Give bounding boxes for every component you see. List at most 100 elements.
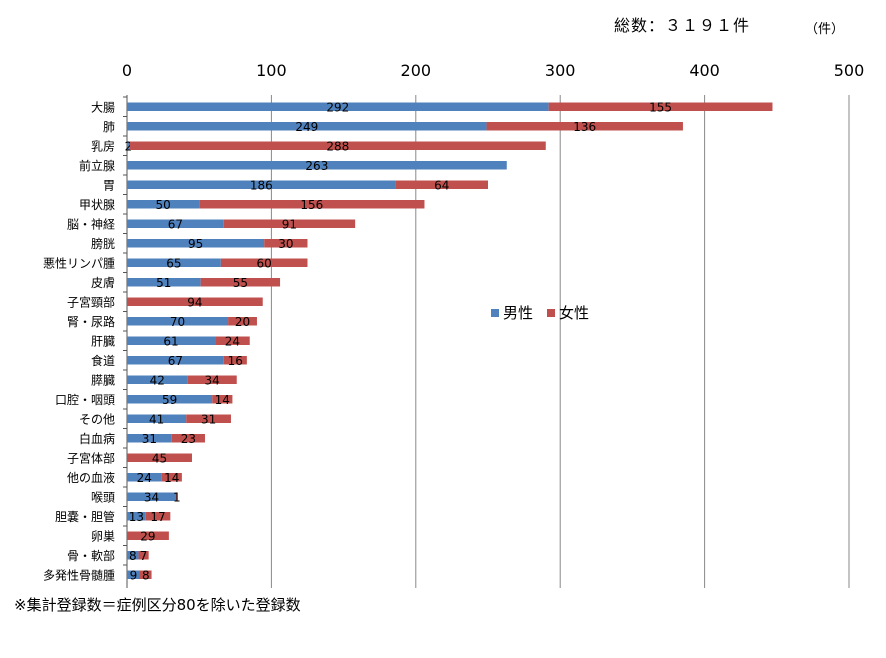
category-label: 胃 — [103, 178, 115, 192]
data-label: 8 — [142, 568, 150, 582]
category-label: 子宮頸部 — [67, 294, 115, 309]
data-label: 67 — [168, 354, 183, 368]
bar-male — [127, 180, 396, 189]
bar-female — [127, 531, 169, 540]
category-label: 食道 — [91, 353, 115, 368]
data-label: 95 — [188, 237, 203, 251]
data-label: 186 — [250, 178, 273, 192]
bar-female — [139, 570, 152, 579]
bar-female — [129, 141, 546, 150]
footnote: ※集計登録数＝症例区分80を除いた登録数 — [14, 596, 301, 614]
data-label: 20 — [235, 315, 250, 329]
unit-label: （件） — [805, 22, 845, 37]
data-label: 30 — [278, 237, 293, 251]
x-tick-label: 200 — [401, 61, 432, 80]
bar-female — [127, 297, 263, 306]
data-label: 51 — [156, 276, 171, 290]
category-label: 骨・軟部 — [67, 548, 115, 563]
category-label: 皮膚 — [91, 275, 115, 290]
bar-male — [127, 161, 507, 170]
bar-female — [264, 239, 308, 248]
bar-male — [127, 122, 487, 131]
bar-male — [127, 375, 188, 384]
x-tick-label: 0 — [122, 61, 132, 80]
bar-male — [127, 200, 200, 209]
category-label: 白血病 — [79, 431, 115, 446]
data-label: 24 — [137, 471, 152, 485]
bar-male — [127, 434, 172, 443]
bar-male — [127, 570, 140, 579]
category-label: 胆嚢・胆管 — [55, 509, 115, 524]
bar-female — [228, 317, 257, 326]
data-label: 31 — [142, 432, 157, 446]
bar-male — [127, 414, 187, 423]
bar-male — [127, 512, 146, 521]
bar-female — [199, 200, 425, 209]
bar-male — [127, 551, 139, 560]
data-label: 14 — [215, 393, 230, 407]
bar-female — [395, 180, 488, 189]
category-label: 多発性骨髄腫 — [43, 567, 115, 582]
data-label: 45 — [152, 451, 167, 465]
data-label: 2 — [125, 139, 133, 153]
category-label: 膀胱 — [91, 236, 115, 251]
bar-male — [127, 278, 201, 287]
data-label: 64 — [434, 178, 449, 192]
data-label: 8 — [129, 549, 137, 563]
legend-swatch-male — [491, 308, 499, 317]
data-label: 55 — [233, 276, 248, 290]
legend-swatch-female — [547, 308, 556, 317]
category-label: 肺 — [103, 120, 115, 134]
bar-female — [187, 375, 237, 384]
category-label: 卵巣 — [91, 529, 115, 543]
legend-label-female: 女性 — [559, 304, 590, 322]
bar-male — [127, 395, 213, 404]
data-label: 292 — [326, 100, 349, 114]
bar-female — [200, 278, 281, 287]
bar-male — [127, 473, 162, 482]
category-label: 喉頭 — [91, 490, 115, 504]
bar-female — [161, 473, 182, 482]
category-label: 前立腺 — [79, 158, 115, 173]
data-label: 34 — [205, 373, 220, 387]
bar-female — [223, 356, 247, 365]
bar-female — [186, 414, 231, 423]
x-tick-label: 100 — [256, 61, 287, 80]
bar-female — [138, 551, 149, 560]
bar-male — [127, 317, 229, 326]
bar-male — [127, 141, 130, 150]
category-label: 膵臓 — [91, 373, 115, 387]
data-label: 94 — [187, 295, 202, 309]
data-label: 24 — [225, 334, 240, 348]
x-tick-label: 400 — [689, 61, 720, 80]
data-label: 155 — [649, 100, 672, 114]
bar-female — [220, 258, 308, 267]
bar-female — [212, 395, 233, 404]
bar-male — [127, 336, 216, 345]
category-label: 肝臓 — [91, 334, 115, 348]
data-label: 16 — [228, 354, 243, 368]
bar-male — [127, 492, 177, 501]
data-label: 249 — [295, 120, 318, 134]
data-label: 288 — [326, 139, 349, 153]
bar-male — [127, 258, 221, 267]
data-label: 70 — [170, 315, 185, 329]
bar-female — [548, 102, 773, 111]
bar-female — [145, 512, 171, 521]
data-label: 17 — [150, 510, 165, 524]
category-label: 悪性リンパ腫 — [43, 256, 115, 270]
x-tick-label: 300 — [545, 61, 576, 80]
category-label: その他 — [79, 412, 115, 426]
category-label: 子宮体部 — [67, 450, 115, 465]
category-label: 乳房 — [91, 138, 115, 153]
bar-female — [176, 492, 178, 501]
bar-female — [171, 434, 205, 443]
data-label: 50 — [155, 198, 170, 212]
bar-male — [127, 102, 549, 111]
data-label: 60 — [257, 256, 272, 270]
category-label: 口腔・咽頭 — [55, 392, 115, 407]
data-label: 34 — [144, 490, 159, 504]
data-label: 59 — [162, 393, 177, 407]
bar-male — [127, 356, 224, 365]
data-label: 41 — [149, 412, 164, 426]
